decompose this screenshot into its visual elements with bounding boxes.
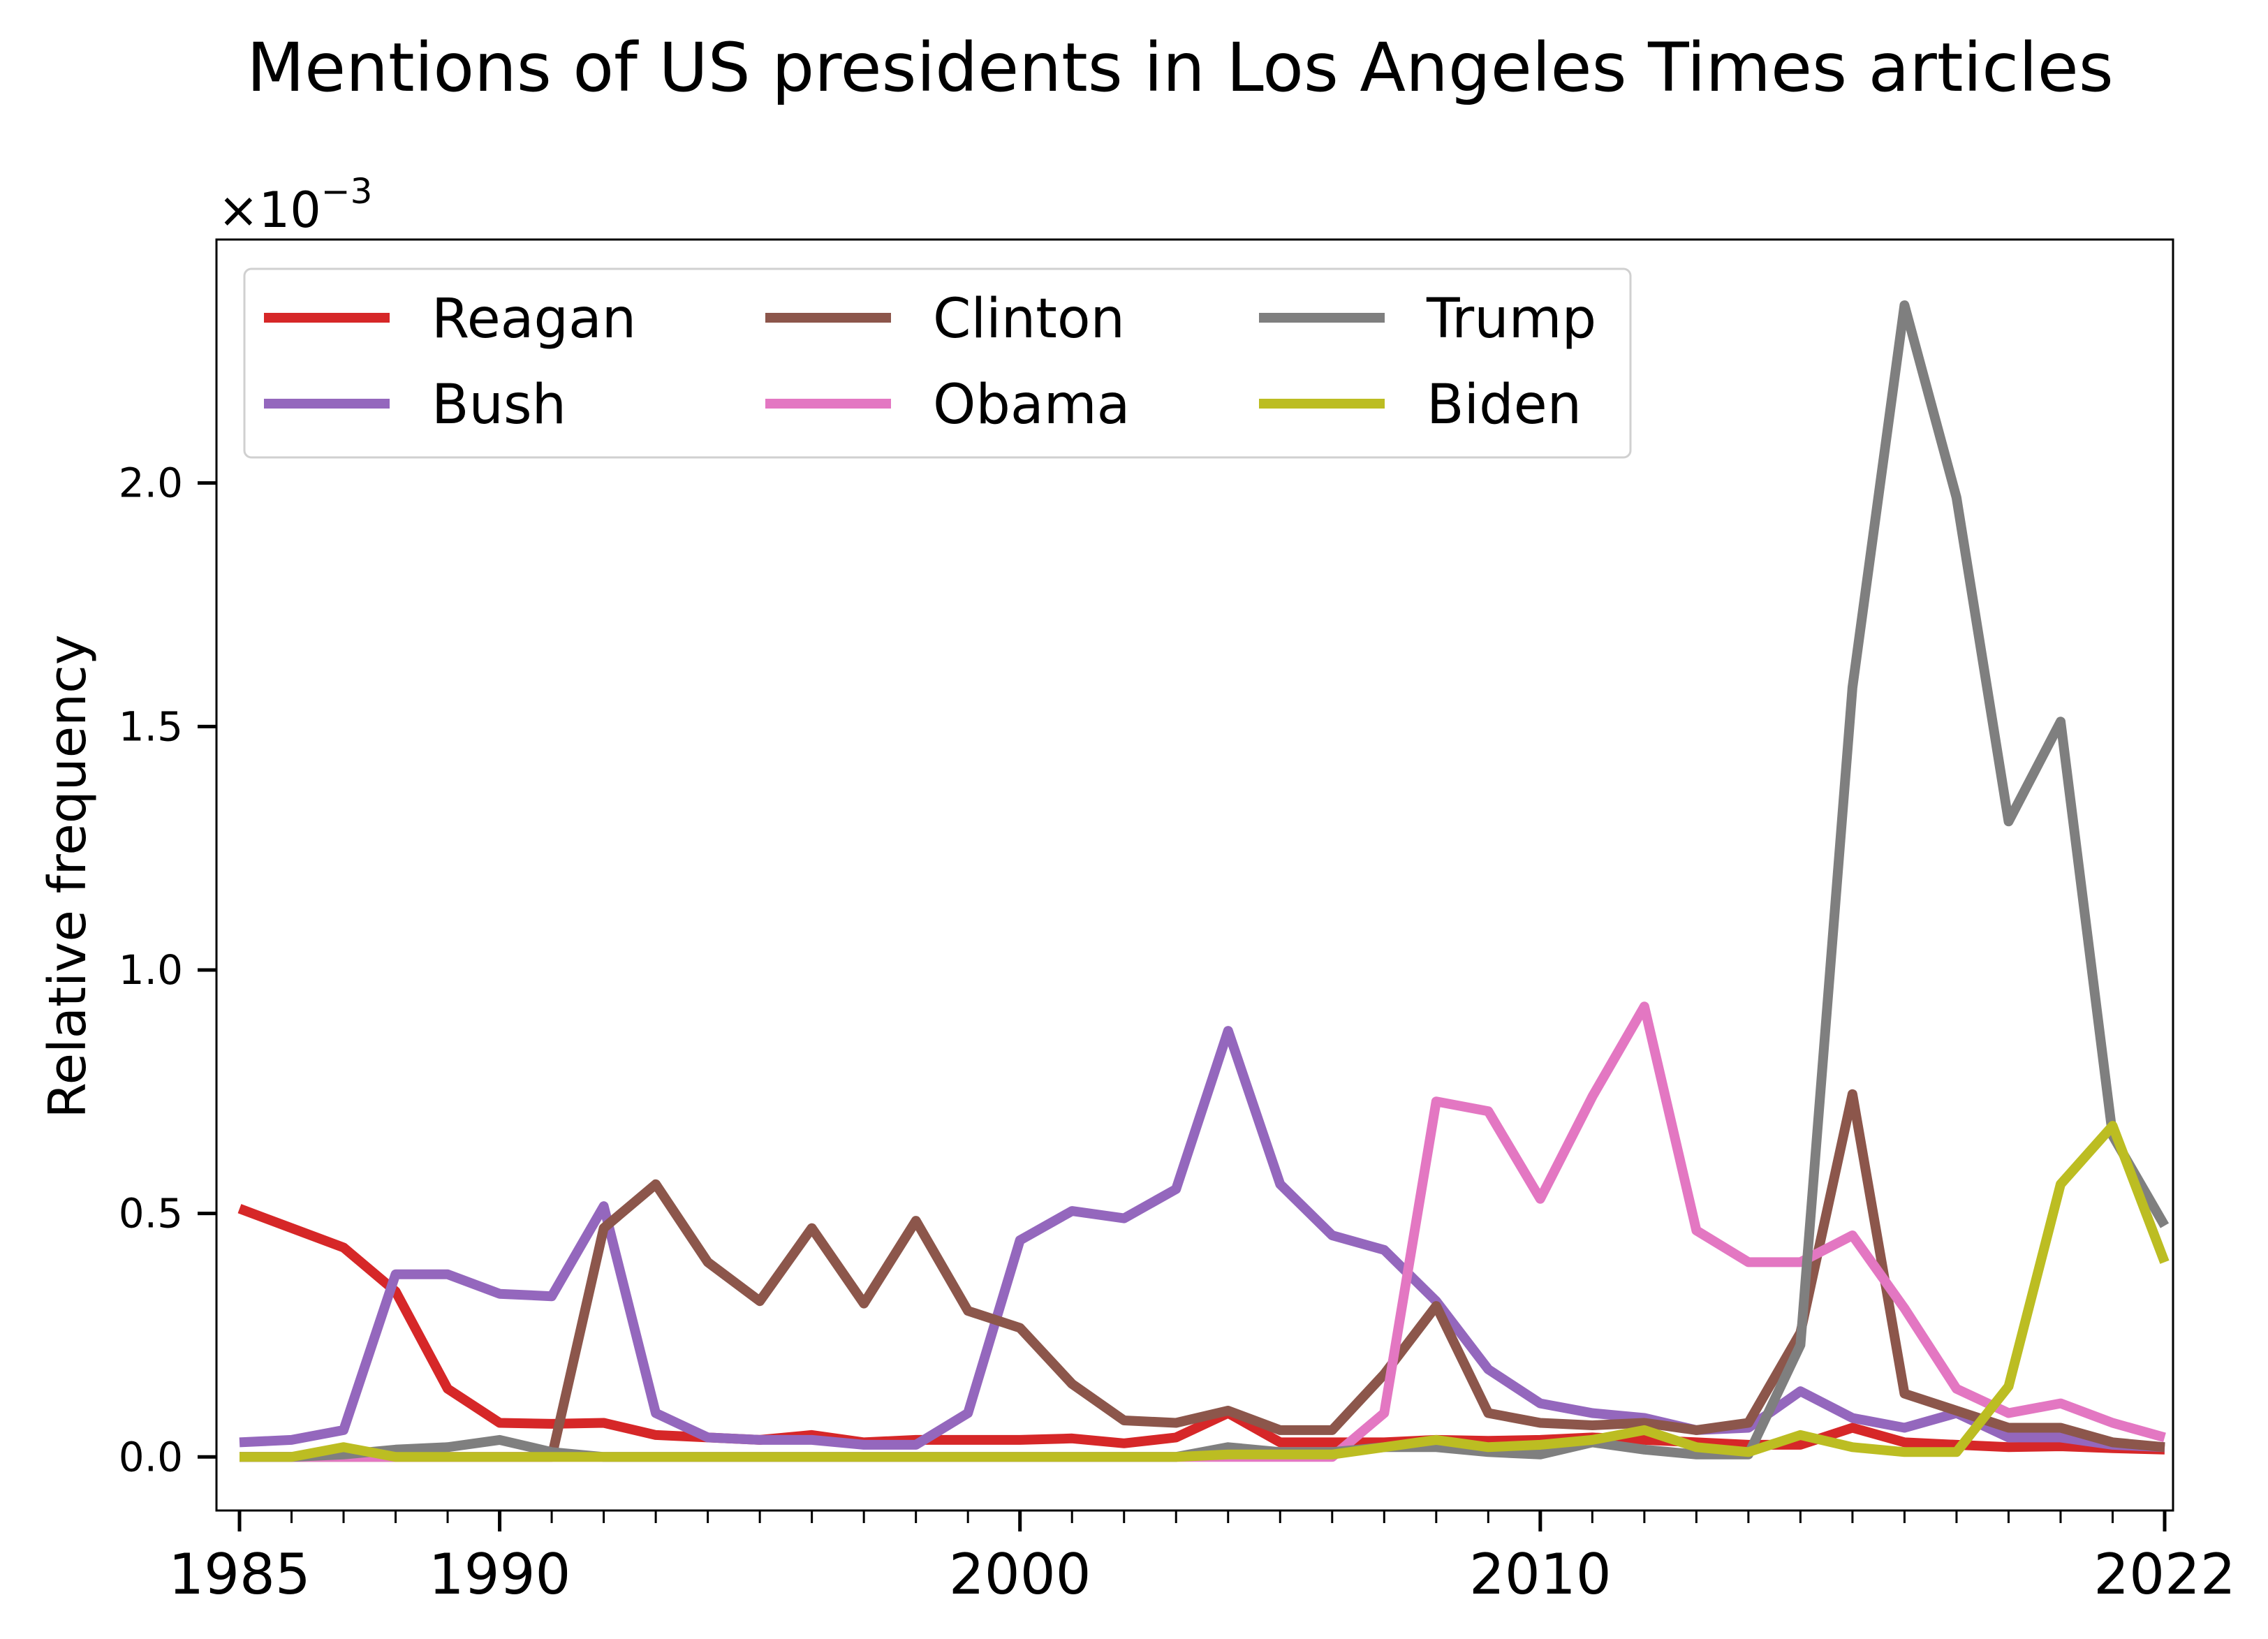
series-line-trump (240, 300, 2170, 1462)
legend: Reagan Bush Clinton Obama Trump Biden (243, 267, 1632, 459)
x-tick-label-2000: 2000 (949, 1542, 1091, 1607)
y-tick-label-1: 0.5 (119, 1190, 183, 1237)
legend-label-reagan: Reagan (432, 288, 636, 351)
y-tick-label-4: 2.0 (119, 460, 183, 507)
series-line-biden (240, 1121, 2170, 1462)
legend-label-clinton: Clinton (933, 288, 1125, 351)
series-line-clinton (240, 1089, 2165, 1462)
scale-base: ×10 (218, 182, 321, 239)
legend-label-trump: Trump (1426, 288, 1596, 351)
plot-frame (215, 238, 2174, 1512)
x-tick-label-2022: 2022 (2093, 1542, 2236, 1607)
legend-label-biden: Biden (1427, 374, 1582, 436)
legend-label-bush: Bush (432, 374, 566, 436)
y-tick-label-0: 0.0 (119, 1433, 183, 1480)
y-tick-label-3: 1.5 (119, 703, 183, 750)
y-axis-label: Relative frequency (38, 634, 98, 1118)
scale-exponent: −3 (321, 171, 373, 212)
svg-text:×10−3: ×10−3 (218, 171, 372, 239)
x-tick-label-1985: 1985 (168, 1542, 311, 1607)
chart-title: Mentions of US presidents in Los Angeles… (246, 29, 2113, 107)
axis-ticks: 1985 1990 2000 2010 2022 0.0 0.5 1.0 1.5 2.0 (119, 460, 2236, 1607)
x-tick-label-2010: 2010 (1469, 1542, 1612, 1607)
y-tick-label-2: 1.0 (119, 946, 183, 994)
series-line-bush (239, 1026, 2165, 1453)
legend-label-obama: Obama (933, 374, 1130, 436)
x-tick-label-1990: 1990 (429, 1542, 571, 1607)
series-group (237, 300, 2170, 1462)
y-axis-scale-label: ×10−3 (218, 171, 372, 239)
